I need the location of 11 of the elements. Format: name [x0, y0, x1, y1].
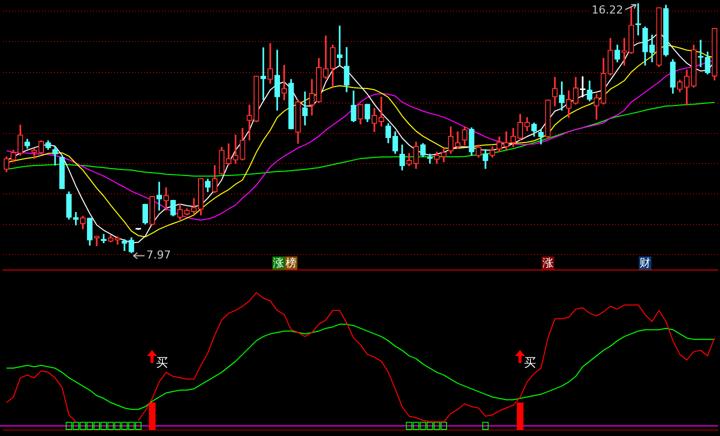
annotation: 榜	[286, 256, 297, 270]
annotation: 买	[524, 356, 536, 370]
candlestick	[246, 104, 252, 140]
annotation: 财	[640, 256, 651, 270]
annotation: 涨	[273, 256, 284, 270]
annotation: 涨	[542, 256, 554, 270]
candlestick	[232, 134, 238, 164]
candlestick	[302, 91, 308, 126]
annotation: 买	[156, 356, 168, 370]
annotation: 16.22	[592, 3, 624, 16]
annotation: 7.97	[146, 248, 171, 262]
